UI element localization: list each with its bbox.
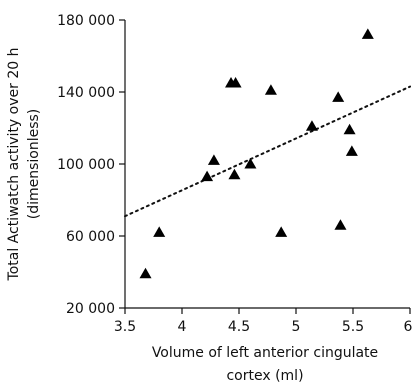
x-tick-label: 3.5: [114, 319, 136, 335]
data-points: [139, 28, 374, 279]
x-axis-label-line-1: Volume of left anterior cingulate: [152, 345, 378, 361]
x-tick-label: 6: [404, 319, 413, 335]
x-axis-label-line-2: cortex (ml): [226, 368, 303, 384]
trend-line: [124, 85, 411, 218]
data-point: [275, 226, 288, 237]
data-point: [332, 91, 345, 102]
x-tick-label: 4.5: [228, 319, 250, 335]
data-point: [305, 120, 318, 131]
y-tick-label: 60 000: [66, 229, 115, 245]
data-point: [361, 28, 374, 39]
y-axis-label-line-2: (dimensionless): [26, 109, 42, 220]
data-point: [153, 226, 166, 237]
data-point: [139, 267, 152, 279]
x-axis-label: Volume of left anterior cingulate cortex…: [152, 345, 378, 384]
x-ticks: 3.5 4 4.5 5 5.5 6: [114, 308, 413, 335]
data-point: [229, 77, 242, 88]
data-point: [343, 123, 356, 135]
data-point: [334, 219, 347, 230]
y-tick-label: 140 000: [57, 85, 115, 101]
y-axis-label: Total Actiwatch activity over 20 h (dime…: [6, 48, 42, 282]
x-tick-label: 5: [292, 319, 301, 335]
y-tick-label: 100 000: [57, 157, 115, 173]
data-point: [228, 168, 241, 180]
x-tick-label: 4: [178, 319, 187, 335]
y-ticks: 20 000 60 000 100 000 140 000 180 000: [57, 13, 125, 317]
y-tick-label: 20 000: [66, 301, 115, 317]
data-point: [207, 154, 220, 165]
axes: [124, 20, 410, 309]
y-axis-label-line-1: Total Actiwatch activity over 20 h: [6, 48, 22, 282]
data-point: [201, 170, 214, 182]
data-point: [345, 145, 358, 156]
data-point: [244, 158, 257, 169]
y-tick-label: 180 000: [57, 13, 115, 29]
data-point: [264, 84, 277, 95]
x-tick-label: 5.5: [342, 319, 364, 335]
